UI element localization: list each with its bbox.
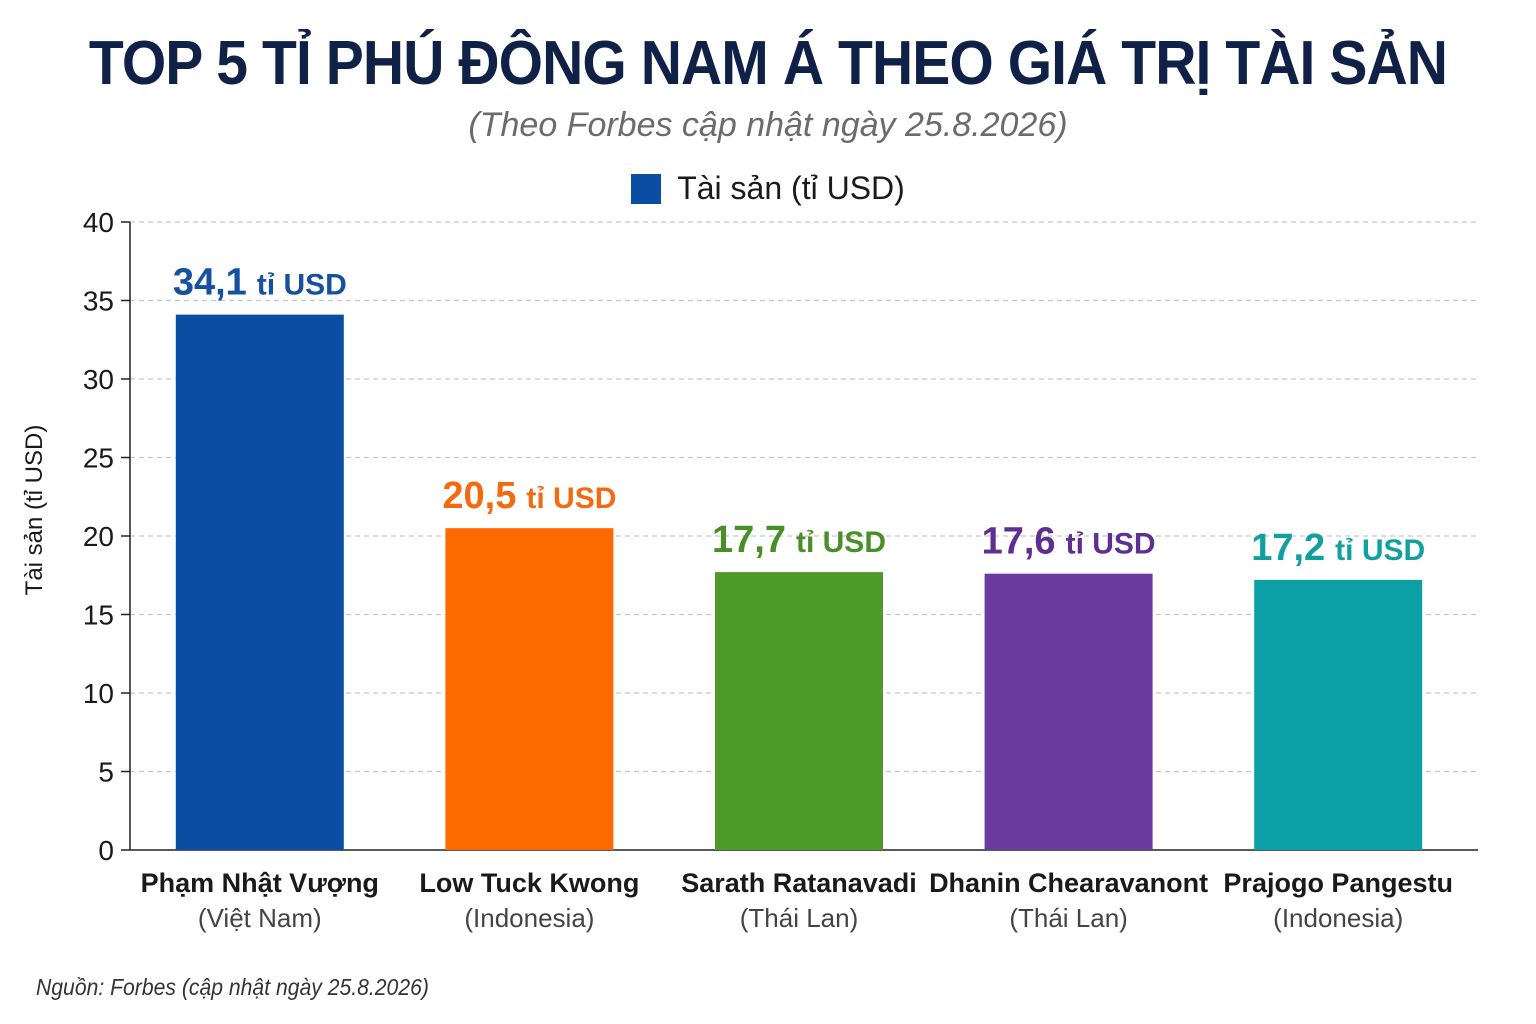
- data-label-unit: tỉ USD: [526, 482, 616, 515]
- x-category-country: (Indonesia): [1273, 903, 1403, 933]
- x-category-name: Dhanin Chearavanont: [929, 868, 1208, 898]
- data-labels: 34,1 tỉ USD 20,5 tỉ USD 17,7 tỉ USD 17,6 tỉ USD…: [173, 262, 1425, 569]
- data-label: 17,6 tỉ USD: [982, 521, 1156, 563]
- data-label: 20,5 tỉ USD: [442, 475, 616, 517]
- data-label-unit: tỉ USD: [796, 526, 886, 559]
- data-label-value: 17,7: [712, 519, 786, 561]
- bar: [984, 573, 1153, 850]
- data-label-value: 17,2: [1251, 527, 1325, 569]
- legend-swatch: [631, 173, 662, 204]
- data-label-unit: tỉ USD: [257, 269, 347, 302]
- x-category-country: (Thái Lan): [1009, 903, 1128, 933]
- x-category-name: Prajogo Pangestu: [1223, 868, 1453, 898]
- x-category-country: (Việt Nam): [198, 903, 322, 933]
- chart-title: TOP 5 TỈ PHÚ ĐÔNG NAM Á THEO GIÁ TRỊ TÀI…: [88, 29, 1448, 98]
- bar: [715, 572, 883, 850]
- bar: [445, 528, 614, 850]
- y-tick-label: 25: [83, 443, 114, 474]
- y-tick-label: 20: [83, 521, 114, 552]
- x-axis-categories: Phạm Nhật Vượng (Việt Nam) Low Tuck Kwong (…: [141, 868, 1453, 933]
- chart-subtitle: (Theo Forbes cập nhật ngày 25.8.2026): [468, 106, 1068, 144]
- y-tick-label: 35: [83, 286, 114, 317]
- x-category-country: (Thái Lan): [740, 903, 859, 933]
- x-category-name: Sarath Ratanavadi: [681, 868, 917, 898]
- x-category-country: (Indonesia): [464, 903, 594, 933]
- legend: Tài sản (tỉ USD): [0, 170, 1536, 207]
- data-label-unit: tỉ USD: [1066, 528, 1156, 561]
- data-label-unit: tỉ USD: [1335, 534, 1425, 567]
- bar: [175, 314, 344, 850]
- x-category-name: Phạm Nhật Vượng: [141, 868, 379, 898]
- y-tick-label: 40: [83, 207, 114, 238]
- y-tick-label: 5: [98, 757, 114, 788]
- data-label-value: 20,5: [442, 475, 516, 517]
- source-note: Nguồn: Forbes (cập nhật ngày 25.8.2026): [36, 974, 429, 1000]
- data-label-value: 34,1: [173, 262, 247, 304]
- y-axis-label: Tài sản (tỉ USD): [21, 425, 48, 596]
- y-tick-label: 15: [83, 600, 114, 631]
- data-label: 34,1 tỉ USD: [173, 262, 347, 304]
- y-tick-label: 0: [98, 835, 114, 866]
- data-label: 17,7 tỉ USD: [712, 519, 886, 561]
- bar: [1254, 579, 1423, 850]
- y-tick-label: 30: [83, 364, 114, 395]
- bars: [175, 314, 1423, 850]
- data-label-value: 17,6: [982, 521, 1056, 563]
- y-tick-label: 10: [83, 678, 114, 709]
- legend-label: Tài sản (tỉ USD): [677, 170, 905, 206]
- data-label: 17,2 tỉ USD: [1251, 527, 1425, 569]
- x-category-name: Low Tuck Kwong: [419, 868, 639, 898]
